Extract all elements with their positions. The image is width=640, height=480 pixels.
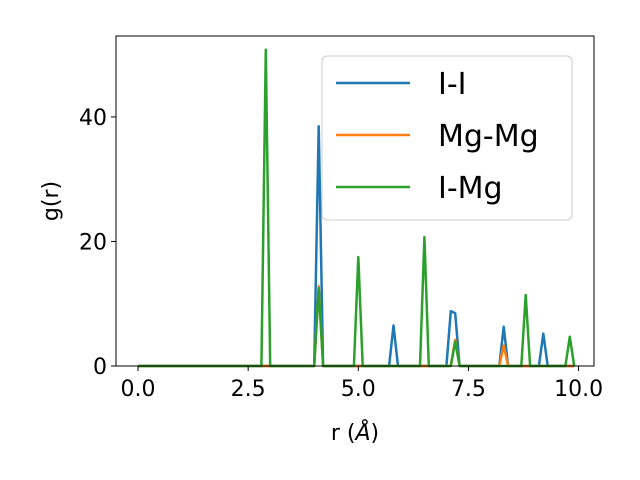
x-axis-label: r (Å) (331, 419, 379, 446)
y-tick-label: 20 (79, 230, 107, 255)
series-line-0 (138, 125, 575, 368)
x-tick-label: 5.0 (341, 377, 376, 402)
legend-box (321, 55, 573, 221)
y-tick-label: 0 (93, 355, 107, 380)
x-tick-label: 0.0 (121, 377, 156, 402)
x-tick-label: 2.5 (231, 377, 266, 402)
legend-label: Mg-Mg (438, 119, 539, 154)
legend: I-I Mg-Mg I-Mg (321, 55, 573, 221)
y-axis-label: g(r) (39, 181, 64, 221)
x-tick-label: 7.5 (451, 377, 486, 402)
y-tick-label: 40 (79, 106, 107, 131)
legend-label: I-Mg (438, 171, 503, 206)
x-tick-label: 10.0 (554, 377, 603, 402)
y-axis-ticks: 0 20 40 (79, 106, 116, 380)
axes-frame (115, 35, 595, 367)
legend-label: I-I (438, 67, 467, 102)
x-axis-ticks: 0.0 2.5 5.0 7.5 10.0 (121, 366, 603, 402)
